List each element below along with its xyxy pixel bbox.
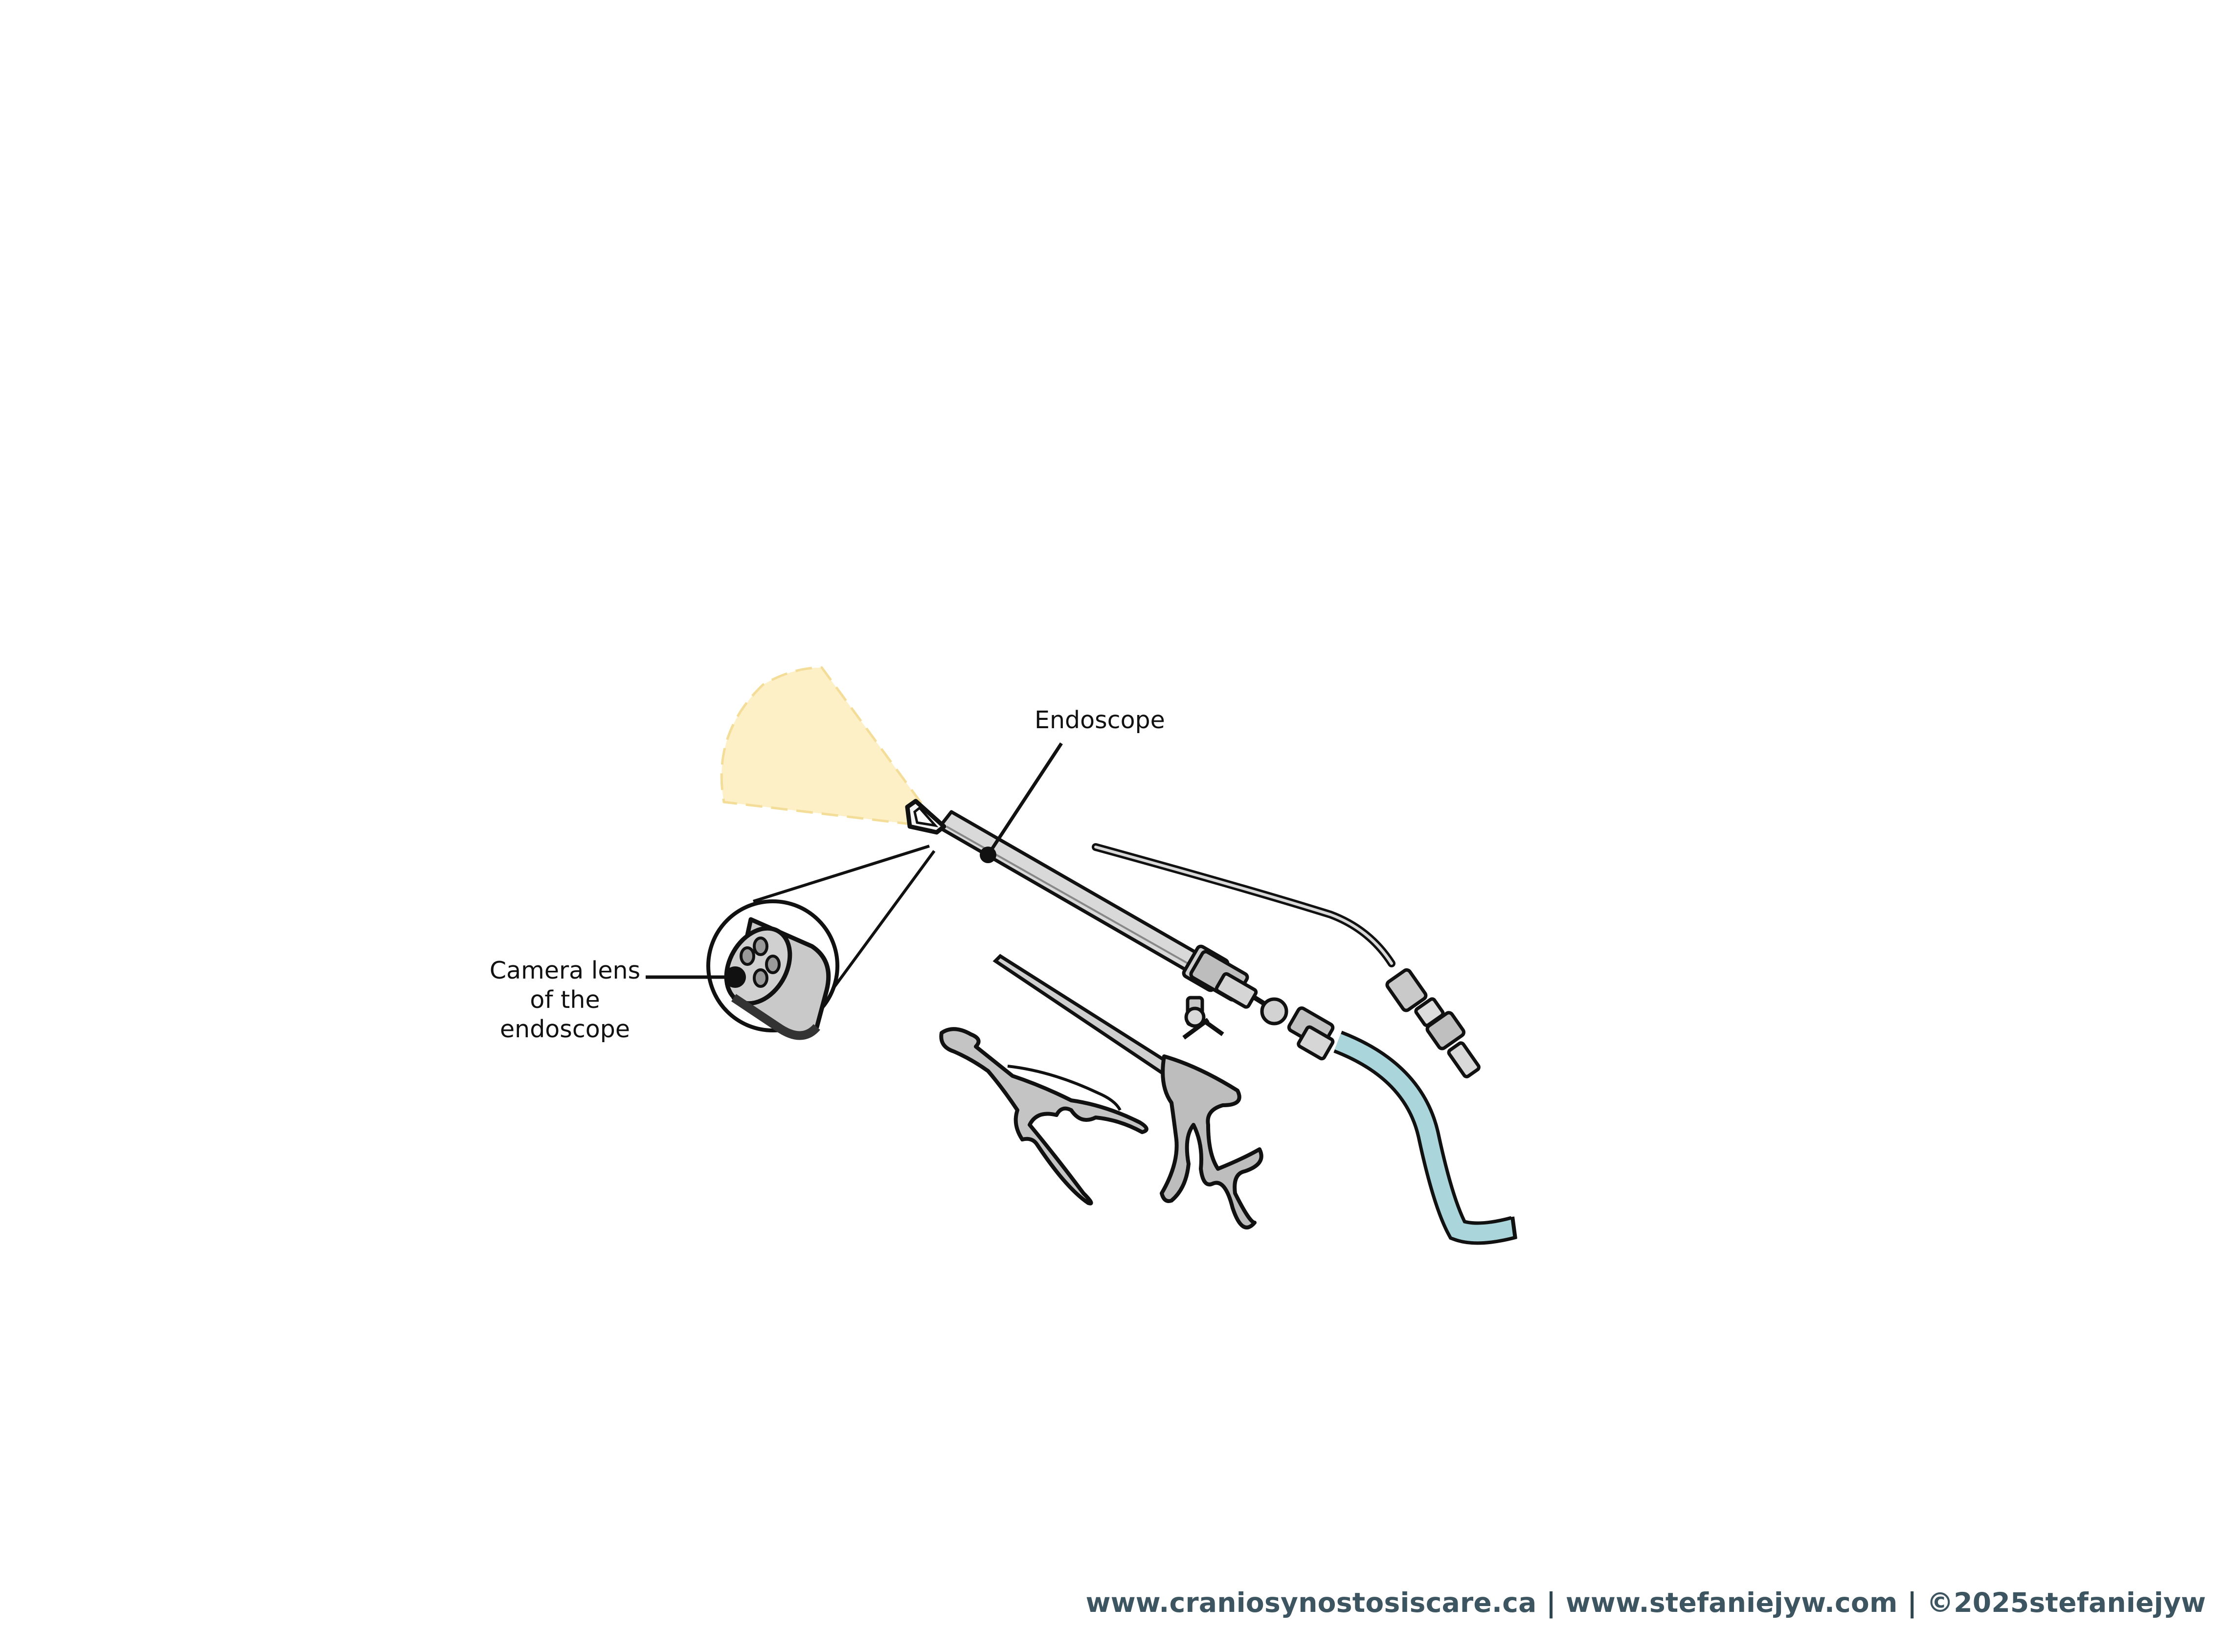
camera-lens-label-line1: Camera lens <box>489 957 641 984</box>
camera-lens-label-line3: endoscope <box>500 1015 630 1043</box>
endoscope-label: Endoscope <box>1035 706 1165 734</box>
rongeur-icon <box>992 954 1263 1229</box>
suction-tube-icon <box>1092 843 1481 1078</box>
light-beam-icon <box>720 666 942 829</box>
leader-lines <box>646 742 1063 979</box>
footer-separator: | <box>1546 1587 1556 1618</box>
endoscope-icon <box>905 799 1335 1061</box>
footer-site-link-1[interactable]: www.craniosynostosiscare.ca <box>1085 1587 1537 1618</box>
forceps-icon <box>939 1027 1148 1206</box>
camera-lens-icon <box>706 899 839 1040</box>
zoom-callout <box>753 845 936 994</box>
camera-lens-label: Camera lens of the endoscope <box>455 956 675 1044</box>
footer-separator: | <box>1907 1587 1917 1618</box>
irrigation-tube-icon <box>1333 1030 1517 1245</box>
footer-copyright: ©2025stefaniejyw <box>1926 1587 2206 1618</box>
footer-site-link-2[interactable]: www.stefaniejyw.com <box>1565 1587 1898 1618</box>
credits-footer: www.craniosynostosiscare.ca | www.stefan… <box>1086 1587 2206 1618</box>
camera-lens-label-line2: of the <box>530 985 600 1014</box>
